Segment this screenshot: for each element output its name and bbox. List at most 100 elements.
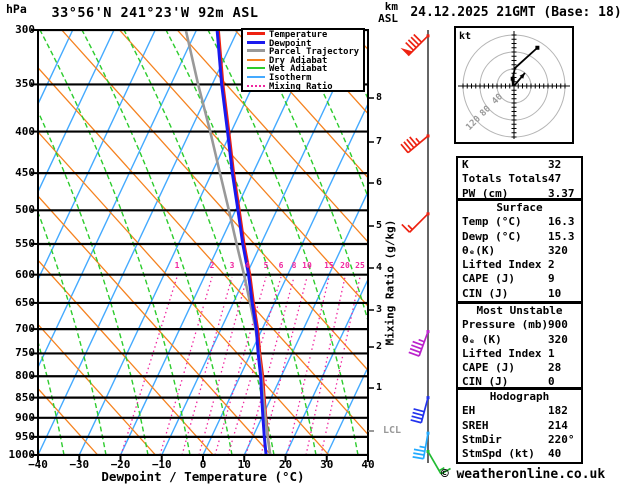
- hodograph-stats-box: Hodograph EH 182 SREH 214 StmDir 220° StmSp…: [456, 388, 583, 464]
- legend-label: Isotherm: [269, 72, 312, 83]
- stat-value: 40: [548, 447, 562, 461]
- stat-row: PW (cm) 3.37: [458, 187, 581, 201]
- stat-label: StmDir: [462, 432, 502, 446]
- legend: Temperature Dewpoint Parcel Trajectory D…: [241, 28, 365, 92]
- wet-adiabat-line: [39, 30, 191, 455]
- legend-item: Dry Adiabat: [247, 56, 363, 66]
- stat-label: EH: [462, 404, 476, 418]
- stat-value: 320: [548, 332, 568, 346]
- temperature-axis-label: 20: [278, 458, 293, 471]
- copyright: © weatheronline.co.uk: [440, 467, 606, 482]
- lcl-label: LCL: [383, 425, 402, 436]
- stat-row: CIN (J) 10: [458, 287, 581, 301]
- isotherm-line: [161, 30, 363, 455]
- altitude-unit-label: km ASL: [378, 0, 398, 25]
- dry-adiabat-line-sample: [247, 58, 265, 61]
- stat-value: 900: [548, 318, 568, 332]
- mixing-ratio-value-label: 8: [291, 261, 297, 270]
- stat-value: 47: [548, 172, 562, 186]
- section-header: Most Unstable: [476, 304, 563, 317]
- legend-item: Temperature: [247, 31, 363, 40]
- temperature-axis-label: 40: [361, 458, 375, 471]
- dry-adiabat-line: [119, 30, 368, 308]
- stat-label: CAPE (J): [462, 272, 515, 286]
- km-axis-label: 2: [376, 341, 383, 352]
- pressure-unit-label: hPa: [6, 2, 27, 16]
- stat-value: 0: [548, 375, 555, 389]
- stat-value: 32: [548, 158, 562, 171]
- dry-adiabat-line: [38, 66, 368, 436]
- stat-label: Lifted Index: [462, 346, 542, 360]
- stat-label: StmSpd (kt): [462, 447, 535, 461]
- wet-adiabat-line: [38, 339, 65, 455]
- mixing-ratio-line: [181, 276, 233, 455]
- mixing-ratio-line: [198, 276, 248, 455]
- mixing-ratio-line: [260, 276, 308, 455]
- stat-value: 9: [548, 272, 555, 286]
- parcel-line-sample: [247, 49, 265, 53]
- storm-motion-arrowhead: [519, 72, 525, 79]
- legend-label: Wet Adiabat: [269, 64, 328, 75]
- stat-row: Lifted Index 1: [458, 347, 581, 361]
- stat-label: Pressure (mb): [462, 318, 549, 332]
- legend-label: Parcel Trajectory: [269, 47, 360, 58]
- legend-item: Isotherm: [247, 74, 363, 83]
- stat-row: Dewp (°C) 15.3: [458, 230, 581, 244]
- km-axis-label: 6: [376, 177, 383, 188]
- wind-barb: [426, 449, 451, 475]
- wet-adiabat-line: [123, 30, 275, 455]
- dry-adiabat-line: [176, 30, 368, 243]
- mixing-ratio-value-label: 4: [244, 261, 250, 270]
- isotherm-line: [202, 102, 368, 455]
- stat-label: Totals Totals: [462, 172, 549, 186]
- stat-label: CIN (J): [462, 286, 509, 300]
- mixing-ratio-value-label: 15: [324, 261, 334, 270]
- temperature-axis-label: 10: [237, 458, 251, 471]
- stat-label: K: [462, 158, 469, 171]
- stat-row: K 32: [458, 158, 581, 172]
- mixing-ratio-value-label: 3: [229, 261, 235, 270]
- pressure-axis-label: 800: [15, 369, 35, 383]
- wind-barb: [401, 212, 430, 233]
- legend-item: Mixing Ratio: [247, 82, 363, 92]
- temperature-axis-label: −30: [69, 458, 90, 471]
- wind-barb: [400, 134, 430, 154]
- pressure-axis-label: 1000: [8, 448, 36, 461]
- temperature-axis-label: −20: [110, 458, 131, 471]
- dewpoint-curve: [215, 30, 268, 455]
- stat-value: 1: [548, 346, 555, 360]
- mixing-ratio-value-label: 6: [278, 261, 284, 270]
- stat-label: θₑ (K): [462, 332, 502, 346]
- wind-barb: [408, 330, 430, 357]
- dry-adiabat-line: [38, 323, 156, 455]
- stat-row: StmDir 220°: [458, 433, 581, 447]
- stat-row: SREH 214: [458, 419, 581, 433]
- stat-row: Totals Totals 47: [458, 172, 581, 186]
- km-axis-label: 1: [376, 382, 383, 393]
- temperature-line-sample: [247, 32, 265, 35]
- stat-label: SREH: [462, 418, 489, 432]
- hodograph-unit-label: kt: [459, 31, 472, 42]
- km-axis-label: 8: [376, 92, 383, 103]
- mixing-ratio-value-label: 5: [263, 261, 269, 270]
- plot-background: [38, 30, 368, 455]
- stat-label: θₑ(K): [462, 243, 496, 257]
- km-axis-label: 5: [376, 220, 383, 231]
- wet-adiabat-line: [38, 210, 107, 455]
- most-unstable-box: Most Unstable Pressure (mb) 900 θₑ (K) 320…: [456, 302, 583, 389]
- temperature-axis-label: 0: [199, 458, 207, 471]
- stat-row: Lifted Index 2: [458, 258, 581, 272]
- hodograph-trace-marker: [535, 45, 540, 50]
- dry-adiabat-line: [38, 195, 272, 455]
- isotherm-line: [38, 30, 74, 106]
- pressure-axis-label: 500: [15, 203, 35, 217]
- stat-label: PW (cm): [462, 186, 509, 200]
- hodograph-trace: [511, 47, 538, 86]
- stat-label: Dewp (°C): [462, 229, 522, 243]
- km-axis-label: 7: [376, 136, 383, 147]
- km-axis-label: 4: [376, 262, 383, 273]
- isotherm-line: [284, 277, 368, 455]
- stat-value: 182: [548, 404, 568, 418]
